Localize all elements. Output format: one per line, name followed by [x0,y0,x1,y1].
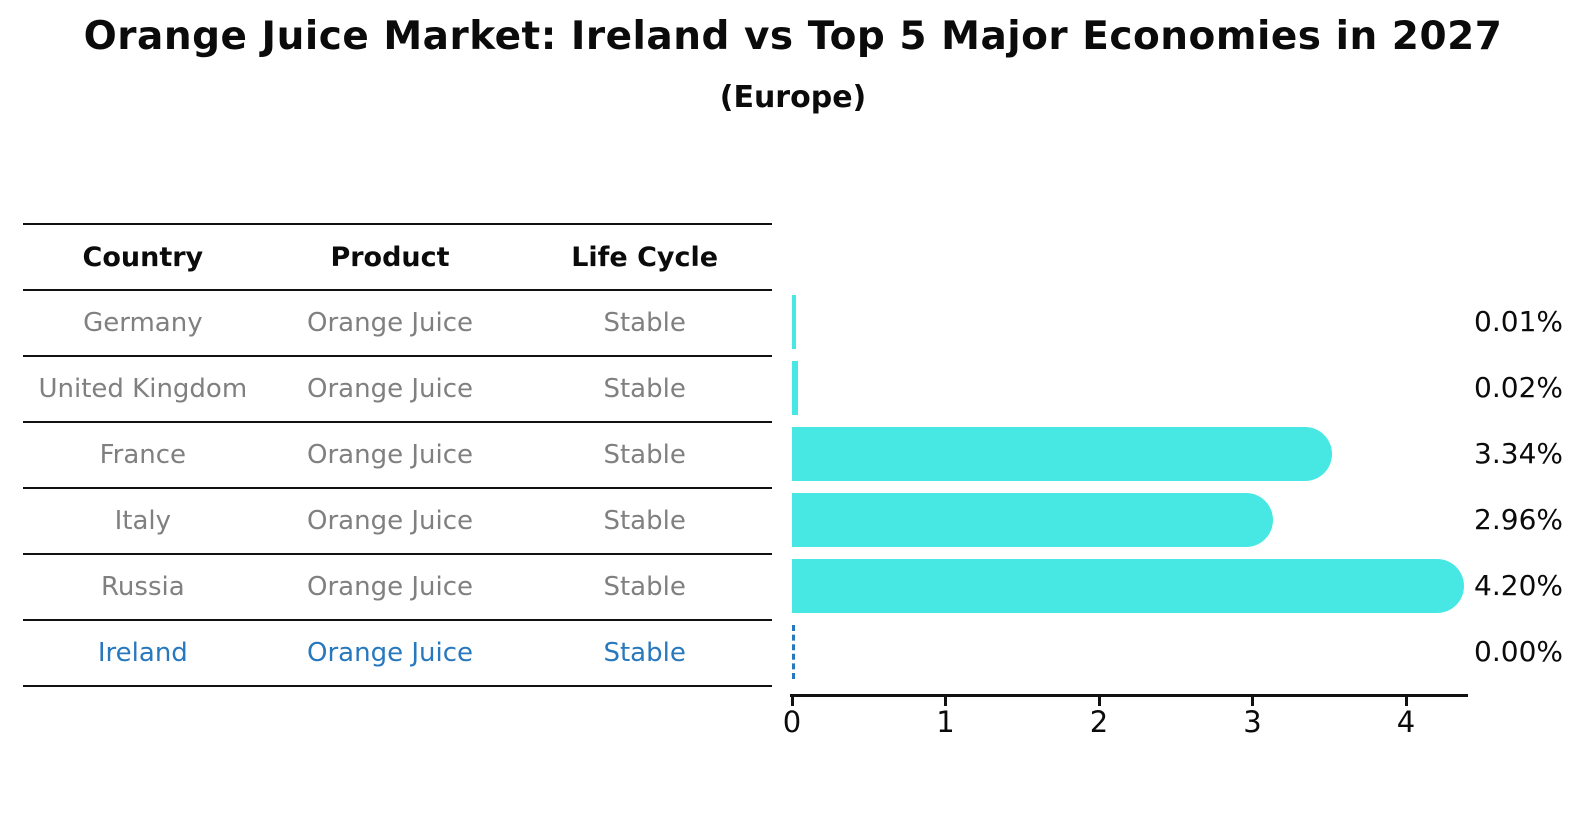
value-label: 2.96% [1474,503,1563,536]
x-axis-tick-label: 2 [1089,705,1109,739]
value-label: 3.34% [1474,437,1563,470]
column-header-product: Product [330,241,450,273]
table-header-row: Country Product Life Cycle [23,225,772,291]
value-label: 0.00% [1474,635,1563,668]
product-cell: Orange Juice [307,308,473,338]
country-cell: United Kingdom [38,374,248,404]
column-header-country: Country [82,241,204,273]
lifecycle-cell: Stable [603,572,686,602]
bar-germany [792,295,797,349]
table-row-france: France Orange Juice Stable [23,423,772,489]
lifecycle-cell: Stable [603,506,686,536]
page-title: Orange Juice Market: Ireland vs Top 5 Ma… [83,14,1503,59]
x-axis-tick-label: 3 [1243,705,1262,739]
value-label: 0.02% [1474,371,1563,404]
table-row-italy: Italy Orange Juice Stable [23,489,772,555]
product-cell: Orange Juice [307,572,473,602]
product-cell: Orange Juice [307,638,473,668]
comparison-table: Country Product Life Cycle Germany Orang… [23,223,772,687]
country-cell: Germany [83,308,203,338]
country-cell: Ireland [97,638,188,668]
bar-russia [792,559,1464,613]
x-axis-tick [790,694,794,706]
product-cell: Orange Juice [307,506,473,536]
x-axis [790,694,1468,697]
lifecycle-cell: Stable [603,308,686,338]
table-row-united-kingdom: United Kingdom Orange Juice Stable [23,357,772,423]
table-row-germany: Germany Orange Juice Stable [23,291,772,357]
x-axis-tick-label: 1 [936,705,955,739]
bar-france [792,427,1332,481]
bar-united-kingdom [792,361,798,415]
table-row-russia: Russia Orange Juice Stable [23,555,772,621]
column-header-life-cycle: Life Cycle [571,241,719,273]
x-axis-tick [1404,694,1408,706]
product-cell: Orange Juice [307,440,473,470]
lifecycle-cell: Stable [603,440,686,470]
lifecycle-cell: Stable [603,638,686,668]
x-axis-tick [1251,694,1254,706]
product-cell: Orange Juice [307,374,473,404]
country-cell: Russia [101,572,185,602]
bar-italy [792,493,1274,547]
bar-ireland-dashed-zero-marker [792,625,795,679]
value-label: 4.20% [1474,569,1563,602]
country-cell: France [99,440,187,470]
country-cell: Italy [114,506,172,536]
x-axis-tick-label: 4 [1396,705,1416,739]
lifecycle-cell: Stable [603,374,686,404]
table-row-ireland: Ireland Orange Juice Stable [23,621,772,687]
value-label: 0.01% [1474,305,1563,338]
x-axis-tick [1097,694,1101,706]
x-axis-tick [944,694,947,706]
x-axis-tick-label: 0 [782,705,802,739]
page-subtitle: (Europe) [719,80,867,115]
